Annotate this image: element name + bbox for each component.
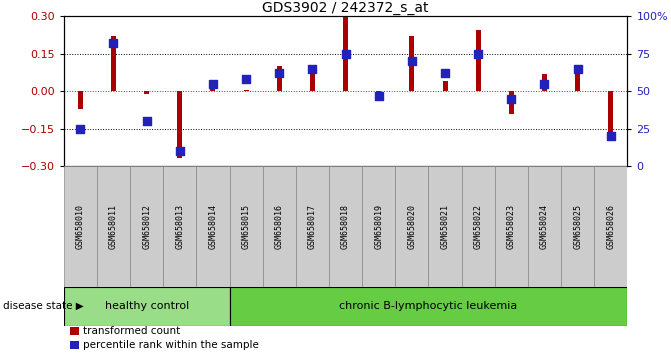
- Point: [539, 81, 550, 86]
- Point: [440, 70, 450, 76]
- Bar: [476, 30, 480, 91]
- Text: GSM658015: GSM658015: [242, 204, 250, 249]
- Point: [241, 76, 252, 82]
- Bar: [78, 91, 83, 109]
- Text: GSM658018: GSM658018: [341, 204, 350, 249]
- Bar: [429, 166, 462, 287]
- Text: GSM658013: GSM658013: [175, 204, 185, 249]
- Bar: [528, 166, 561, 287]
- Text: percentile rank within the sample: percentile rank within the sample: [83, 340, 258, 350]
- Text: chronic B-lymphocytic leukemia: chronic B-lymphocytic leukemia: [340, 301, 517, 311]
- Bar: [329, 166, 362, 287]
- Text: GSM658022: GSM658022: [474, 204, 482, 249]
- Text: GSM658011: GSM658011: [109, 204, 118, 249]
- Bar: [296, 166, 329, 287]
- Text: GSM658019: GSM658019: [374, 204, 383, 249]
- Bar: [462, 166, 495, 287]
- Text: GSM658025: GSM658025: [573, 204, 582, 249]
- Title: GDS3902 / 242372_s_at: GDS3902 / 242372_s_at: [262, 1, 429, 15]
- Point: [75, 126, 86, 132]
- Bar: [229, 166, 262, 287]
- Bar: [262, 166, 296, 287]
- Bar: [229, 287, 627, 326]
- Point: [174, 149, 185, 154]
- Text: GSM658023: GSM658023: [507, 204, 516, 249]
- Text: GSM658017: GSM658017: [308, 204, 317, 249]
- Bar: [362, 166, 395, 287]
- Text: GSM658024: GSM658024: [540, 204, 549, 249]
- Bar: [395, 166, 429, 287]
- Point: [373, 93, 384, 98]
- Point: [108, 40, 119, 46]
- Point: [207, 81, 218, 86]
- Point: [274, 70, 285, 76]
- Bar: [409, 36, 415, 91]
- Bar: [64, 166, 97, 287]
- Text: GSM658026: GSM658026: [607, 204, 615, 249]
- Text: GSM658020: GSM658020: [407, 204, 417, 249]
- Bar: [177, 91, 183, 158]
- Text: transformed count: transformed count: [83, 326, 180, 336]
- Bar: [64, 287, 229, 326]
- Bar: [343, 17, 348, 91]
- Bar: [163, 166, 197, 287]
- Bar: [144, 91, 149, 94]
- Bar: [310, 71, 315, 91]
- Bar: [276, 66, 282, 91]
- Text: disease state ▶: disease state ▶: [3, 301, 84, 311]
- Bar: [509, 91, 514, 114]
- Text: GSM658014: GSM658014: [209, 204, 217, 249]
- Bar: [561, 166, 595, 287]
- Bar: [97, 166, 130, 287]
- Point: [142, 118, 152, 124]
- Bar: [595, 166, 627, 287]
- Bar: [244, 90, 248, 91]
- Text: healthy control: healthy control: [105, 301, 189, 311]
- Bar: [443, 81, 448, 91]
- Bar: [542, 74, 547, 91]
- Point: [605, 133, 616, 139]
- Bar: [376, 91, 381, 96]
- Bar: [575, 71, 580, 91]
- Bar: [111, 36, 116, 91]
- Bar: [609, 91, 613, 141]
- Point: [307, 66, 318, 72]
- Point: [407, 58, 417, 64]
- Bar: [495, 166, 528, 287]
- Text: GSM658010: GSM658010: [76, 204, 85, 249]
- Point: [473, 51, 484, 56]
- Bar: [197, 166, 229, 287]
- Point: [340, 51, 351, 56]
- Point: [506, 96, 517, 102]
- Text: GSM658016: GSM658016: [274, 204, 284, 249]
- Text: GSM658012: GSM658012: [142, 204, 151, 249]
- Bar: [130, 166, 163, 287]
- Point: [572, 66, 583, 72]
- Bar: [211, 86, 215, 91]
- Text: GSM658021: GSM658021: [441, 204, 450, 249]
